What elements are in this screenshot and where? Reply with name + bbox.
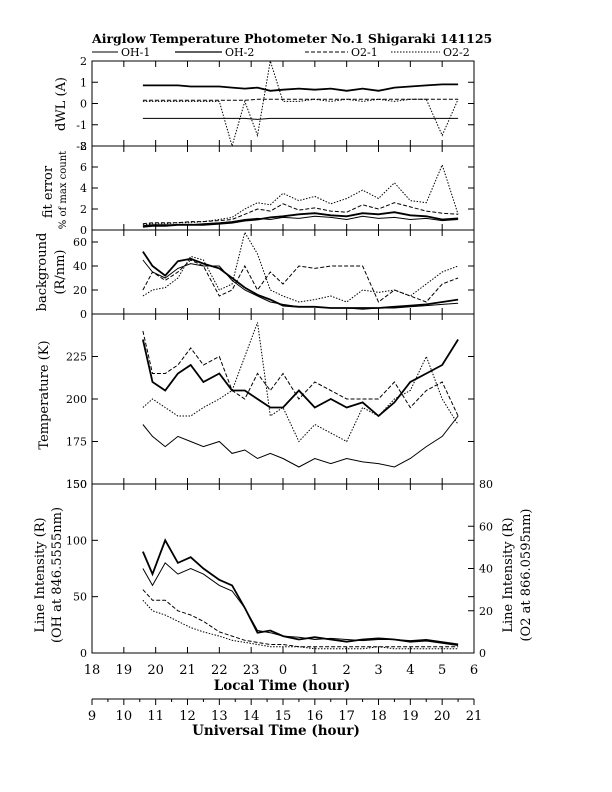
ut-tick-label: 17 — [338, 709, 355, 724]
series-line-oh-2 — [142, 339, 459, 418]
right-y-tick-label: 40 — [479, 563, 493, 576]
right-y-tick-label: 20 — [479, 605, 493, 618]
series-line-oh-2 — [142, 211, 459, 228]
legend-label-o2-1: O2-1 — [351, 46, 378, 59]
series-line-oh-2 — [142, 538, 459, 646]
y-tick-label: 225 — [66, 351, 87, 364]
ut-tick-label: 16 — [307, 709, 324, 724]
local-time-tick-label: 2 — [343, 663, 351, 678]
y-tick-label: 150 — [66, 478, 87, 491]
y-tick-label: 1 — [80, 76, 87, 89]
y-axis-label: dWL (A) — [54, 77, 69, 131]
y-tick-label: 175 — [66, 436, 87, 449]
y-tick-label: 20 — [73, 284, 87, 297]
local-time-tick-label: 22 — [211, 663, 228, 678]
series-line-o2-2 — [142, 231, 459, 303]
panel-dwl: -2 -1 0 1 2 dWL (A) — [54, 55, 475, 153]
y-tick-label: 8 — [80, 140, 87, 153]
series-line-oh-1 — [142, 415, 459, 468]
y-axis-label-secondary: % of max count — [58, 151, 69, 229]
series-line-o2-1 — [142, 202, 459, 225]
series-line-o2-2 — [142, 60, 459, 148]
ut-tick-label: 13 — [211, 709, 228, 724]
series-line-o2-1 — [142, 589, 459, 648]
series-line-o2-2 — [142, 599, 459, 650]
y-axis-label-secondary: (R/nm) — [53, 249, 68, 294]
ut-tick-label: 20 — [434, 709, 451, 724]
y-tick-label: 2 — [80, 203, 87, 216]
legend-label-oh-2: OH-2 — [225, 46, 254, 59]
ut-tick-label: 10 — [116, 709, 133, 724]
local-time-tick-label: 20 — [147, 663, 164, 678]
ut-tick-label: 18 — [370, 709, 387, 724]
local-time-tick-label: 4 — [406, 663, 414, 678]
right-y-axis-label-secondary: (O2 at 866.0595nm) — [519, 508, 534, 641]
y-tick-label: 150 — [66, 478, 87, 491]
panel-frame — [91, 229, 475, 315]
legend: OH-1 OH-2 O2-1 O2-2 — [92, 46, 470, 59]
y-axis-label-secondary: (OH at 846.5555nm) — [50, 507, 65, 643]
y-tick-label: 60 — [73, 236, 87, 249]
y-axis-label: fit error — [41, 165, 56, 218]
series-line-o2-1 — [142, 330, 459, 417]
ut-tick-label: 15 — [275, 709, 292, 724]
right-y-tick-label: 0 — [479, 647, 486, 660]
y-tick-label: 0 — [80, 308, 87, 321]
local-time-tick-label: 5 — [438, 663, 446, 678]
y-axis-label: Line Intensity (R) — [33, 517, 48, 632]
right-y-tick-label: 80 — [479, 478, 493, 491]
y-tick-label: 6 — [80, 161, 87, 174]
series-line-oh-1 — [142, 562, 459, 645]
universal-time-label: Universal Time (hour) — [192, 723, 360, 739]
y-tick-label: -2 — [76, 140, 87, 153]
y-tick-label: 0 — [80, 224, 87, 237]
series-line-o2-1 — [142, 259, 459, 303]
panel-fit-error: 0 2 4 6 8 fit error% of max count — [41, 140, 475, 237]
y-tick-label: 0 — [80, 647, 87, 660]
local-time-tick-label: 1 — [311, 663, 319, 678]
y-tick-label: 40 — [73, 260, 87, 273]
y-tick-label: 0 — [80, 98, 87, 111]
legend-label-oh-1: OH-1 — [121, 46, 150, 59]
local-time-tick-label: 3 — [374, 663, 382, 678]
ut-tick-label: 11 — [147, 709, 164, 724]
ut-tick-label: 9 — [88, 709, 96, 724]
y-tick-label: 200 — [66, 393, 87, 406]
ut-tick-label: 21 — [466, 709, 483, 724]
y-tick-label: 50 — [73, 591, 87, 604]
series-line-oh-2 — [142, 83, 459, 92]
panel-temperature: 150 175 200 225 Temperature (K) — [37, 313, 475, 491]
series-line-o2-1 — [142, 98, 459, 101]
series-line-o2-2 — [142, 322, 459, 443]
local-time-label: Local Time (hour) — [214, 678, 351, 694]
right-y-tick-label: 60 — [479, 520, 493, 533]
panel-frame — [91, 60, 475, 147]
local-time-tick-label: 21 — [179, 663, 196, 678]
y-axis-label: Temperature (K) — [37, 340, 52, 449]
series-line-oh-2 — [142, 251, 459, 309]
local-time-tick-label: 19 — [116, 663, 133, 678]
local-time-tick-label: 18 — [84, 663, 101, 678]
local-time-tick-label: 23 — [243, 663, 260, 678]
local-time-tick-label: 0 — [279, 663, 287, 678]
right-y-axis-label: Line Intensity (R) — [501, 517, 516, 632]
y-tick-label: 4 — [80, 182, 87, 195]
y-tick-label: 2 — [80, 55, 87, 68]
ut-tick-label: 19 — [402, 709, 419, 724]
x-axes: Local Time (hour) Universal Time (hour) … — [84, 663, 483, 739]
y-tick-label: 100 — [66, 534, 87, 547]
series-line-oh-1 — [142, 117, 459, 120]
ut-tick-label: 12 — [179, 709, 196, 724]
y-tick-label: -1 — [76, 119, 87, 132]
local-time-tick-label: 6 — [470, 663, 478, 678]
legend-label-o2-2: O2-2 — [443, 46, 470, 59]
series-line-oh-1 — [142, 259, 459, 310]
y-axis-label: background — [35, 233, 50, 312]
chart-title: Airglow Temperature Photometer No.1 Shig… — [91, 31, 492, 46]
ut-tick-label: 14 — [243, 709, 260, 724]
panel-background: 0 20 40 60 background (R/nm) — [35, 229, 475, 321]
